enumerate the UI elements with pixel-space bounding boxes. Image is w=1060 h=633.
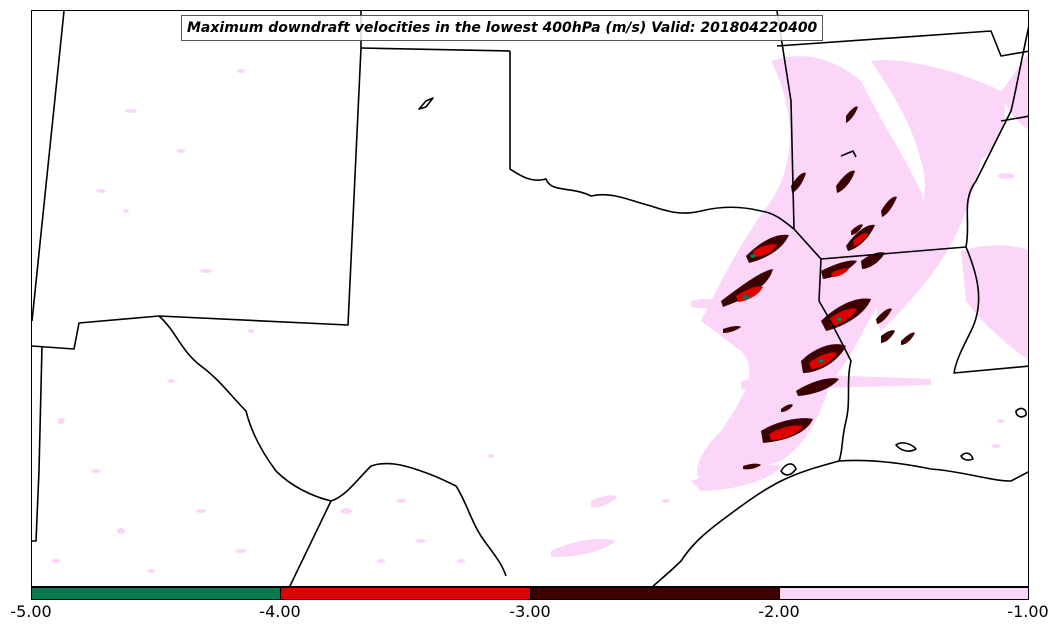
border-mx-chihuahua [289,500,332,586]
border-tx-panhandle-west [158,47,362,326]
border-ok-east [776,11,795,230]
border-tx-panhandle-top [360,47,511,52]
field-light-pink [51,53,1028,573]
colorbar-segment-dark-red [530,588,780,599]
coastline-gulf [652,460,840,586]
colorbar-segment-red [281,588,531,599]
colorbar-tick-label: -2.00 [758,602,800,621]
island-la-2 [1015,407,1027,418]
map-title: Maximum downdraft velocities in the lowe… [181,15,824,41]
field-green [742,254,842,363]
colorbar [31,587,1029,600]
pink-speckles [51,69,1017,573]
map-canvas [32,11,1028,586]
border-mo-ar [776,30,1028,57]
border-rio-grande [158,315,507,577]
island-la [895,442,917,452]
political-boundaries [32,11,1028,586]
border-nm-south [32,315,160,350]
colorbar-tick-label: -4.00 [259,602,301,621]
pink-streak-4 [1001,53,1028,130]
pink-band-gulf [691,464,781,491]
border-tx-la [818,300,852,462]
bay-galveston [780,463,797,476]
coastline-la [838,459,1028,482]
border-ar-la [820,246,967,260]
border-la-ms-east [953,246,1028,374]
border-ok-tx-red-river [509,51,795,230]
colorbar-tick-label: -3.00 [509,602,551,621]
colorbar-tick-label: -1.00 [1007,602,1049,621]
pink-streak-2 [591,495,617,508]
pink-swath-east2 [961,245,1028,360]
colorbar-tick-label: -5.00 [10,602,52,621]
ar-river-bend [840,150,857,158]
border-nm-west [32,11,65,322]
border-mississippi [965,26,1028,248]
border-nm-mx [32,345,43,542]
colorbar-segment-green [32,588,282,599]
colorbar-segment-light-pink [779,588,1028,599]
pink-streak-3 [691,298,725,309]
pink-swath-east [871,60,1005,332]
island-la-3 [960,452,974,461]
pink-streak-1 [551,539,616,557]
map-panel [31,10,1029,587]
pink-swath-main [697,56,923,482]
lake-texoma [418,97,434,110]
border-ms-tn [1000,115,1028,122]
